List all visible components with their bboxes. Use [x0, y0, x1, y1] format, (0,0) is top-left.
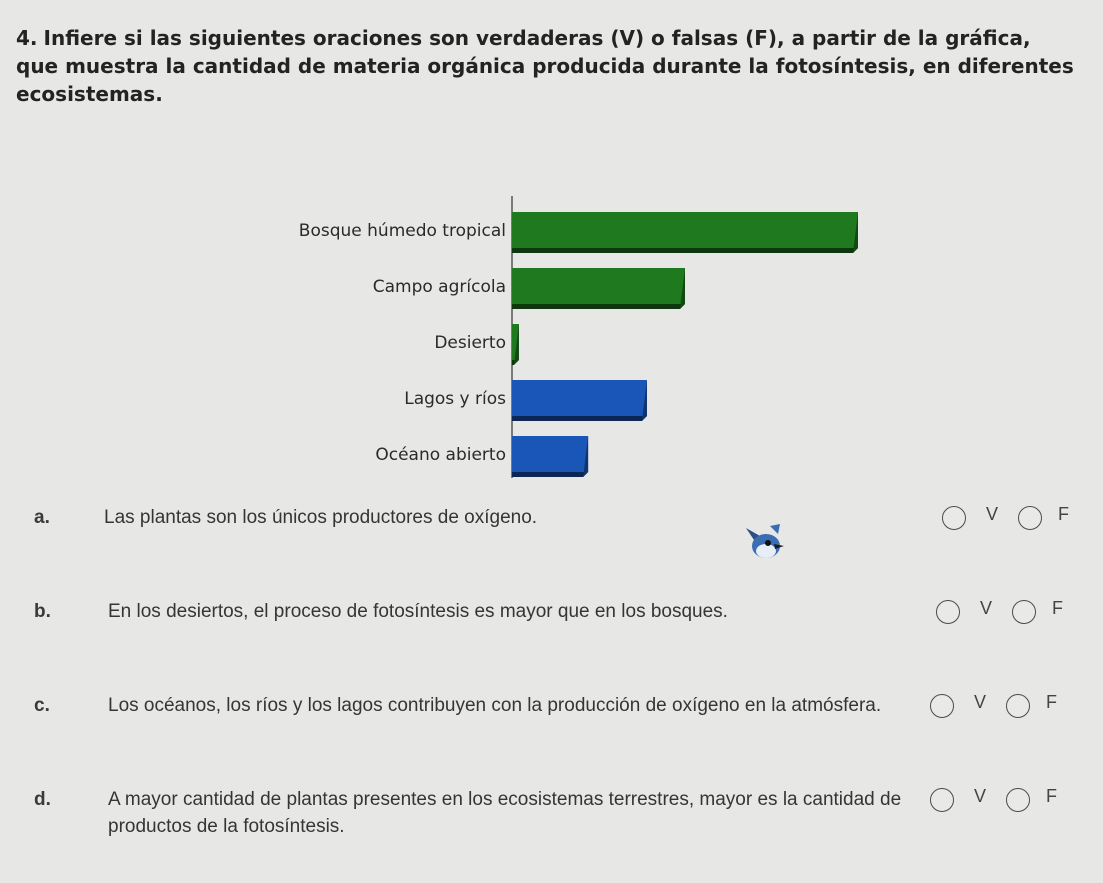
bar-shadow [512, 248, 858, 253]
bar-shadow [512, 472, 589, 477]
bar-4 [512, 436, 589, 477]
bar-rect [512, 436, 589, 472]
bar-3 [512, 380, 647, 421]
radio-false-b[interactable] [1012, 600, 1036, 624]
statement-text: Las plantas son los únicos productores d… [104, 507, 538, 528]
category-label: Lagos y ríos [404, 389, 506, 409]
bar-shadow [512, 416, 647, 421]
radio-true-b[interactable] [936, 600, 960, 624]
bar-rect [512, 212, 858, 248]
category-label: Bosque húmedo tropical [299, 221, 506, 241]
bar-chart: Bosque húmedo tropical Campo agrícola Desi… [299, 196, 858, 478]
radio-false-c[interactable] [1006, 694, 1030, 718]
radio-false-a[interactable] [1018, 506, 1042, 530]
statement-text-content: A mayor cantidad de plantas presentes en… [108, 789, 902, 837]
option-f-label: F [1046, 786, 1057, 806]
bar-0 [512, 212, 858, 253]
statement-letter: a. [34, 507, 50, 528]
radio-true-a[interactable] [942, 506, 966, 530]
category-label: Desierto [434, 333, 506, 353]
category-label: Océano abierto [375, 445, 506, 465]
bar-rect [512, 324, 519, 360]
statement-text: A mayor cantidad de plantas presentes en… [108, 786, 928, 840]
statement-letter: c. [34, 695, 50, 716]
statement-letter: b. [34, 601, 51, 622]
question-text: Infiere si las siguientes oraciones son … [16, 26, 1074, 106]
option-v-label: V [986, 504, 999, 524]
option-f-label: F [1058, 504, 1069, 524]
bar-side [513, 324, 519, 365]
statement-text: Los océanos, los ríos y los lagos contri… [108, 692, 938, 719]
bar-1 [512, 268, 685, 309]
statement-c: c. Los océanos, los ríos y los lagos con… [34, 692, 1074, 748]
bar-rect [512, 380, 647, 416]
radio-true-c[interactable] [930, 694, 954, 718]
option-f-label: F [1052, 598, 1063, 618]
option-v-label: V [980, 598, 993, 618]
statement-text: En los desiertos, el proceso de fotosínt… [108, 601, 728, 622]
statement-letter: d. [34, 789, 51, 810]
bar-side [680, 268, 685, 309]
statement-a: a. Las plantas son los únicos productore… [34, 504, 1074, 534]
statement-b: b. En los desiertos, el proceso de fotos… [34, 598, 1074, 628]
category-label: Campo agrícola [373, 277, 506, 297]
bar-side [641, 380, 647, 421]
bar-2 [512, 324, 519, 365]
bar-rect [512, 268, 685, 304]
option-v-label: V [974, 692, 987, 712]
question-title: 4. Infiere si las siguientes oraciones so… [16, 24, 1076, 108]
bar-side [583, 436, 589, 477]
bird-mascot-icon [746, 524, 784, 558]
statement-d: d. A mayor cantidad de plantas presentes… [34, 786, 1074, 842]
bar-shadow [512, 304, 685, 309]
radio-true-d[interactable] [930, 788, 954, 812]
option-f-label: F [1046, 692, 1057, 712]
radio-false-d[interactable] [1006, 788, 1030, 812]
option-v-label: V [974, 786, 987, 806]
bar-side [853, 212, 858, 253]
statement-text-content: Los océanos, los ríos y los lagos contri… [108, 695, 882, 716]
question-number: 4. [16, 26, 38, 50]
